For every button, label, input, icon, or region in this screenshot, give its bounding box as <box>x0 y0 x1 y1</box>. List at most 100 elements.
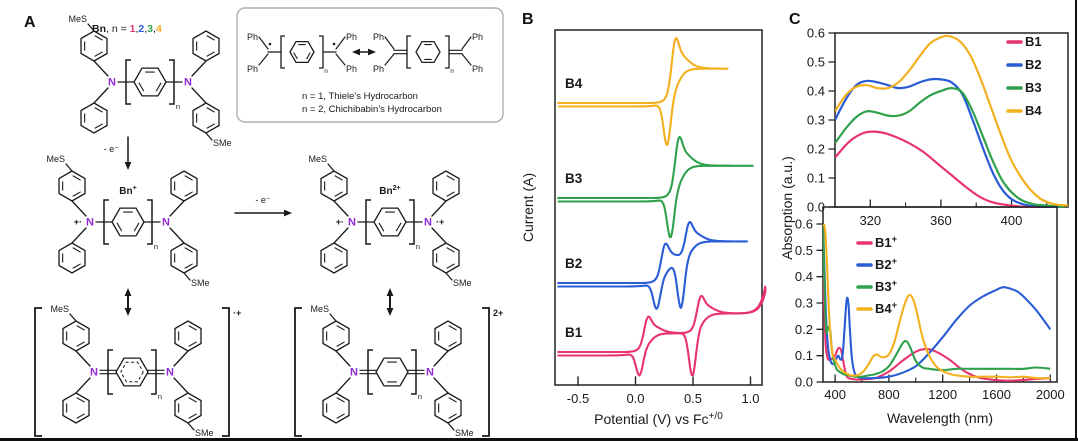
legend-item-b3-cation: B3+ <box>856 278 898 294</box>
repeat-subscript: n <box>176 102 180 111</box>
repeat-subscript: n <box>418 392 422 401</box>
abs-bottom-xtick-label: 1600 <box>982 387 1011 402</box>
thiomethyl-label: MeS <box>310 304 329 314</box>
nitrogen-atom: N <box>348 217 356 229</box>
absorption-curve-b2 <box>835 77 1065 208</box>
thiomethyl-label: MeS <box>68 14 87 24</box>
electron-loss-arrow-right <box>234 209 292 217</box>
abs-top-ytick-label: 0.2 <box>807 142 825 157</box>
abs-top-xtick-label: 320 <box>859 213 881 228</box>
charge-label: +· <box>336 217 344 227</box>
absorption-curve-b3-cation <box>823 223 1051 378</box>
svg-text:Ph: Ph <box>346 32 357 42</box>
absorption-curve-b3 <box>835 86 1065 208</box>
species-label: Bn+ <box>119 183 137 197</box>
repeat-subscript: n <box>154 242 158 251</box>
absorption-curve-b4 <box>835 34 1069 207</box>
cv-x-axis-label: Potential (V) vs Fc+/0 <box>594 411 723 427</box>
nitrogen-atom: N <box>424 217 432 229</box>
cv-curve-b1 <box>557 285 767 377</box>
panel-c-absorption-plots: 0.0 0.1 0.2 0.3 0.4 0.5 0.6 320 360 400 B1 B2 B3 B4 0.… <box>780 26 1069 426</box>
svg-text:B1: B1 <box>1025 34 1042 49</box>
abs-bottom-ytick-label: 0.4 <box>795 269 813 284</box>
electron-loss-arrow-down <box>124 136 132 170</box>
svg-text:B3: B3 <box>1025 80 1042 95</box>
structure-quinoid-dication: 2+ n N N MeS SMe <box>294 304 503 438</box>
figure-border-bottom <box>0 438 1078 441</box>
svg-text:Ph: Ph <box>472 32 483 42</box>
resonance-arrow-left <box>124 288 132 316</box>
abs-top-ytick-label: 0.1 <box>807 171 825 186</box>
inset-caption-2: n = 2, Chichibabin's Hydrocarbon <box>302 104 442 115</box>
charge-superscript: ·+ <box>233 308 241 318</box>
panel-c-label: C <box>789 11 801 28</box>
legend-item-b4: B4 <box>1006 103 1042 118</box>
absorption-curve-b4-cation <box>823 223 1051 380</box>
cv-y-axis-label: Current (A) <box>520 173 536 242</box>
abs-bottom-ytick-label: 0.0 <box>795 375 813 390</box>
cv-curve-b3 <box>557 135 754 239</box>
cv-series-label-b3: B3 <box>565 171 583 186</box>
abs-top-ytick-label: 0.6 <box>807 26 825 41</box>
legend-item-b1-cation: B1+ <box>856 234 898 250</box>
repeat-subscript: n <box>158 392 162 401</box>
thiomethyl-label: SMe <box>213 138 232 148</box>
thiomethyl-label: MeS <box>308 154 327 164</box>
legend-item-b3: B3 <box>1006 80 1042 95</box>
absorption-curve-b2-cation <box>823 223 1052 380</box>
cv-xtick-label: 1.0 <box>741 391 759 406</box>
nitrogen-atom: N <box>108 77 116 89</box>
cv-plot-frame <box>554 29 763 386</box>
structure-radical-cation: n N N +· Bn+ MeS SMe <box>46 154 209 288</box>
legend-item-b4-cation: B4+ <box>856 300 898 316</box>
cv-xtick-label: 0.5 <box>684 391 702 406</box>
svg-text:B2: B2 <box>1025 57 1042 72</box>
cv-curve-b2 <box>557 220 749 310</box>
abs-top-ytick-label: 0.5 <box>807 55 825 70</box>
absorption-axis-label: Absorption (a.u.) <box>780 156 795 260</box>
nitrogen-atom: N <box>166 367 174 379</box>
abs-bottom-ytick-label: 0.6 <box>795 217 813 232</box>
abs-top-xtick-label: 400 <box>1001 213 1023 228</box>
thiomethyl-label: SMe <box>453 278 472 288</box>
nitrogen-atom: N <box>90 367 98 379</box>
charge-label: ·+ <box>436 217 444 227</box>
cv-xtick-label: 0.0 <box>626 391 644 406</box>
nitrogen-atom: N <box>426 367 434 379</box>
svg-text:B4: B4 <box>1025 103 1042 118</box>
thiele-quinoid-form: Ph Ph Ph Ph n <box>373 32 483 75</box>
panel-a-label: A <box>24 14 36 31</box>
svg-text:Ph: Ph <box>373 64 384 74</box>
repeat-subscript: n <box>416 242 420 251</box>
svg-text:Ph: Ph <box>247 64 258 74</box>
minus-electron-label: - e⁻ <box>104 144 120 154</box>
bn-series-note: Bn, n = 1,2,3,4 <box>92 23 162 35</box>
legend-item-b1: B1 <box>1006 34 1042 49</box>
figure-border-right <box>1075 0 1077 441</box>
thiomethyl-label: SMe <box>195 428 214 438</box>
panel-b-label: B <box>522 11 534 28</box>
thiomethyl-label: MeS <box>46 154 65 164</box>
charge-label: +· <box>74 217 82 227</box>
structure-neutral: n N N MeS SMe <box>68 14 231 148</box>
thiomethyl-label: SMe <box>455 428 474 438</box>
abs-top-ytick-label: 0.4 <box>807 84 825 99</box>
abs-bottom-ytick-label: 0.1 <box>795 348 813 363</box>
cv-series-label-b4: B4 <box>565 76 583 91</box>
thiele-biradical-form: Ph Ph Ph Ph n <box>247 32 357 75</box>
structure-quinoid-radical-cation: ·+ n N N MeS SMe <box>34 304 241 438</box>
svg-text:Ph: Ph <box>346 64 357 74</box>
resonance-arrow-inset <box>352 48 376 56</box>
nitrogen-atom: N <box>86 217 94 229</box>
svg-text:Ph: Ph <box>472 64 483 74</box>
svg-text:B3+: B3+ <box>875 278 898 294</box>
inset-caption-1: n = 1, Thiele's Hydrocarbon <box>302 91 418 102</box>
cv-series-label-b2: B2 <box>565 256 582 271</box>
abs-bottom-ytick-label: 0.5 <box>795 243 813 258</box>
nitrogen-atom: N <box>162 217 170 229</box>
abs-top-ytick-label: 0.3 <box>807 113 825 128</box>
abs-bottom-xtick-label: 1200 <box>928 387 957 402</box>
thiomethyl-label: SMe <box>191 278 210 288</box>
abs-bottom-ytick-label: 0.2 <box>795 322 813 337</box>
nitrogen-atom: N <box>184 77 192 89</box>
